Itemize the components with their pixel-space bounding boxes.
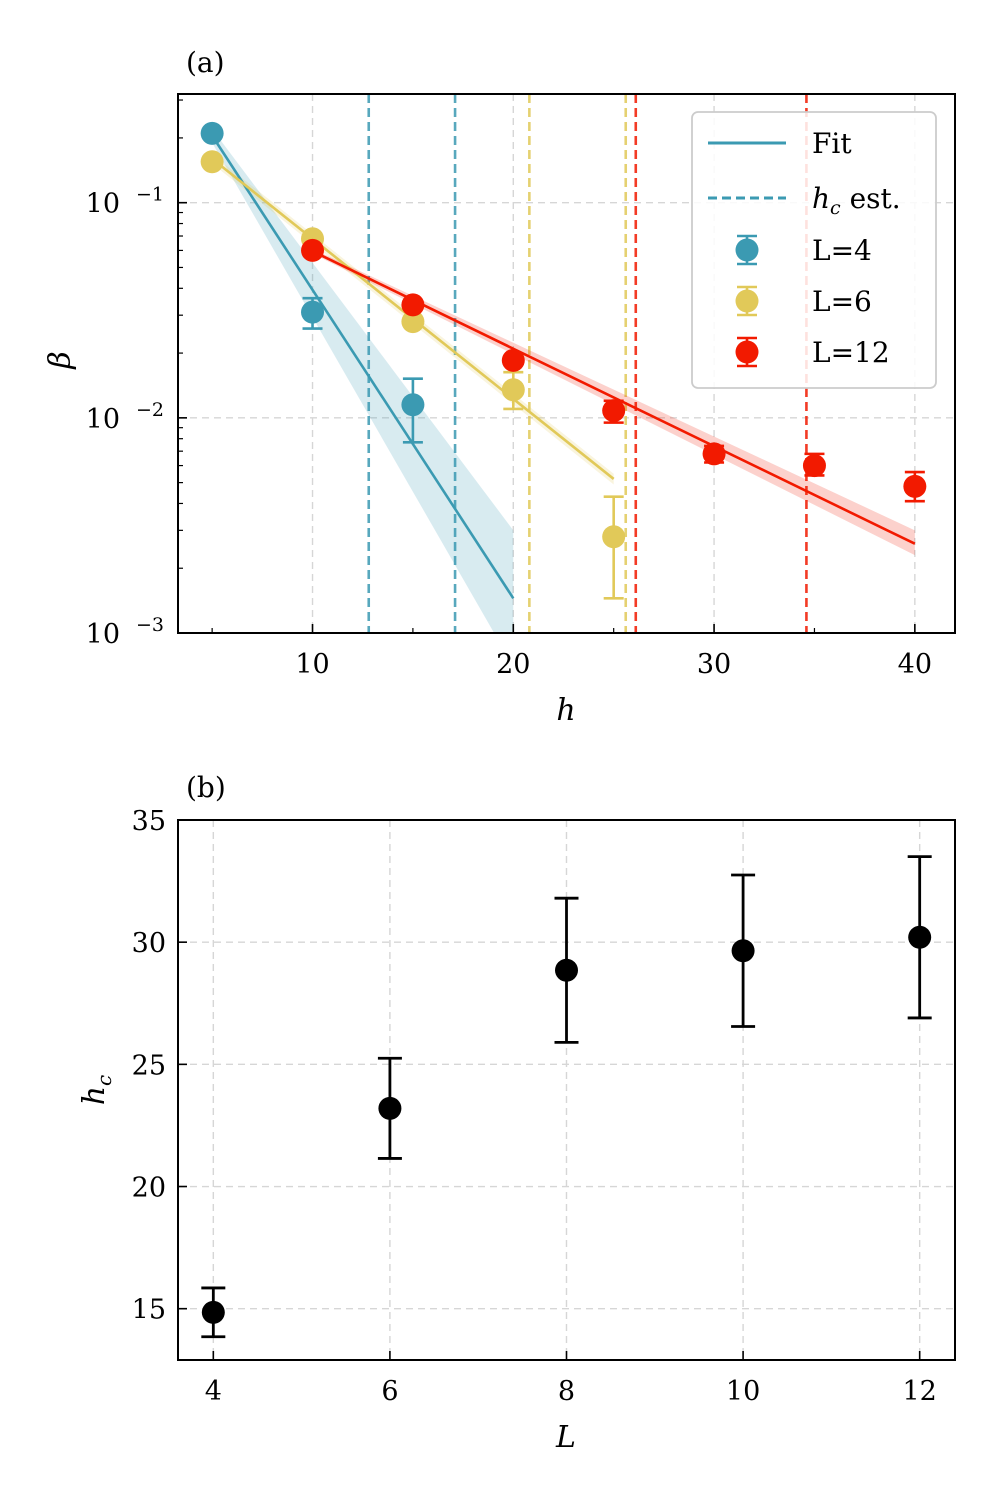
- panel-a-frame: [177, 93, 956, 634]
- data-point: [301, 300, 325, 324]
- y-tick-label: 15: [132, 1295, 166, 1326]
- data-point: [378, 1096, 402, 1120]
- x-tick-label: 8: [558, 1376, 575, 1407]
- panel-a-points: [200, 121, 927, 549]
- x-tick-label: 40: [898, 649, 932, 680]
- legend-fit-label: Fit: [812, 127, 852, 160]
- x-tick-label: 10: [295, 649, 329, 680]
- x-tick-label: 6: [381, 1376, 398, 1407]
- data-point: [908, 925, 932, 949]
- legend-series-label: L=4: [812, 234, 872, 267]
- panel-a-xlabel: h: [556, 693, 575, 728]
- data-point: [401, 310, 425, 334]
- panel-b: (b) 4 6 8 10 12 15 20 25 30 35 L hc: [77, 771, 956, 1455]
- data-point: [501, 378, 525, 402]
- panel-b-frame: [177, 819, 956, 1361]
- data-point: [802, 454, 826, 478]
- x-tick-label: 30: [697, 649, 731, 680]
- panel-b-ylabel: hc: [77, 1075, 116, 1106]
- data-point: [401, 293, 425, 317]
- data-point: [201, 1300, 225, 1324]
- x-tick-label: 12: [903, 1376, 937, 1407]
- panel-b-points: [201, 925, 932, 1324]
- data-point: [200, 150, 224, 174]
- y-tick-label: 10: [86, 404, 120, 435]
- panel-a-ylabel: β: [43, 351, 78, 369]
- data-point: [731, 939, 755, 963]
- legend-box: [691, 111, 937, 389]
- panel-a: (a) 10 20 30 40 10 −3 10 −2 10 −1 h β Fit hc est.…: [43, 46, 956, 728]
- data-point: [602, 399, 626, 423]
- panel-b-label: (b): [186, 771, 226, 804]
- y-tick-label: 25: [132, 1050, 166, 1081]
- data-point: [555, 958, 578, 982]
- panel-b-xlabel: L: [555, 1420, 576, 1455]
- legend-hc-label: hc est.: [812, 182, 901, 219]
- data-point: [702, 442, 726, 466]
- legend-marker: [735, 340, 759, 364]
- y-tick-exponent: −2: [136, 399, 164, 421]
- data-point: [602, 525, 626, 549]
- legend-series-label: L=6: [812, 285, 872, 318]
- x-tick-label: 20: [496, 649, 530, 680]
- legend-series: L=4 L=6 L=12: [735, 234, 890, 369]
- panel-b-ticks: 4 6 8 10 12 15 20 25 30 35: [132, 806, 937, 1407]
- data-point: [301, 238, 325, 262]
- fit-line: [211, 134, 515, 599]
- panel-a-legend: Fit hc est. L=4 L=6 L=12: [691, 111, 937, 389]
- y-tick-label: 10: [86, 619, 120, 650]
- data-point: [401, 393, 425, 417]
- panel-a-label: (a): [186, 46, 225, 79]
- y-tick-label: 35: [132, 806, 166, 837]
- legend-series-label: L=12: [812, 336, 890, 369]
- x-tick-label: 10: [726, 1376, 760, 1407]
- y-tick-label: 30: [132, 928, 166, 959]
- data-point: [501, 348, 525, 372]
- y-tick-label: 10: [86, 189, 120, 220]
- y-tick-exponent: −3: [136, 614, 164, 636]
- data-point: [200, 121, 224, 145]
- data-point: [903, 474, 927, 498]
- legend-marker: [735, 289, 759, 313]
- y-tick-exponent: −1: [136, 184, 164, 206]
- y-tick-label: 20: [132, 1173, 166, 1204]
- fit-confidence-band: [212, 129, 514, 633]
- x-tick-label: 4: [205, 1376, 222, 1407]
- legend-marker: [735, 238, 759, 262]
